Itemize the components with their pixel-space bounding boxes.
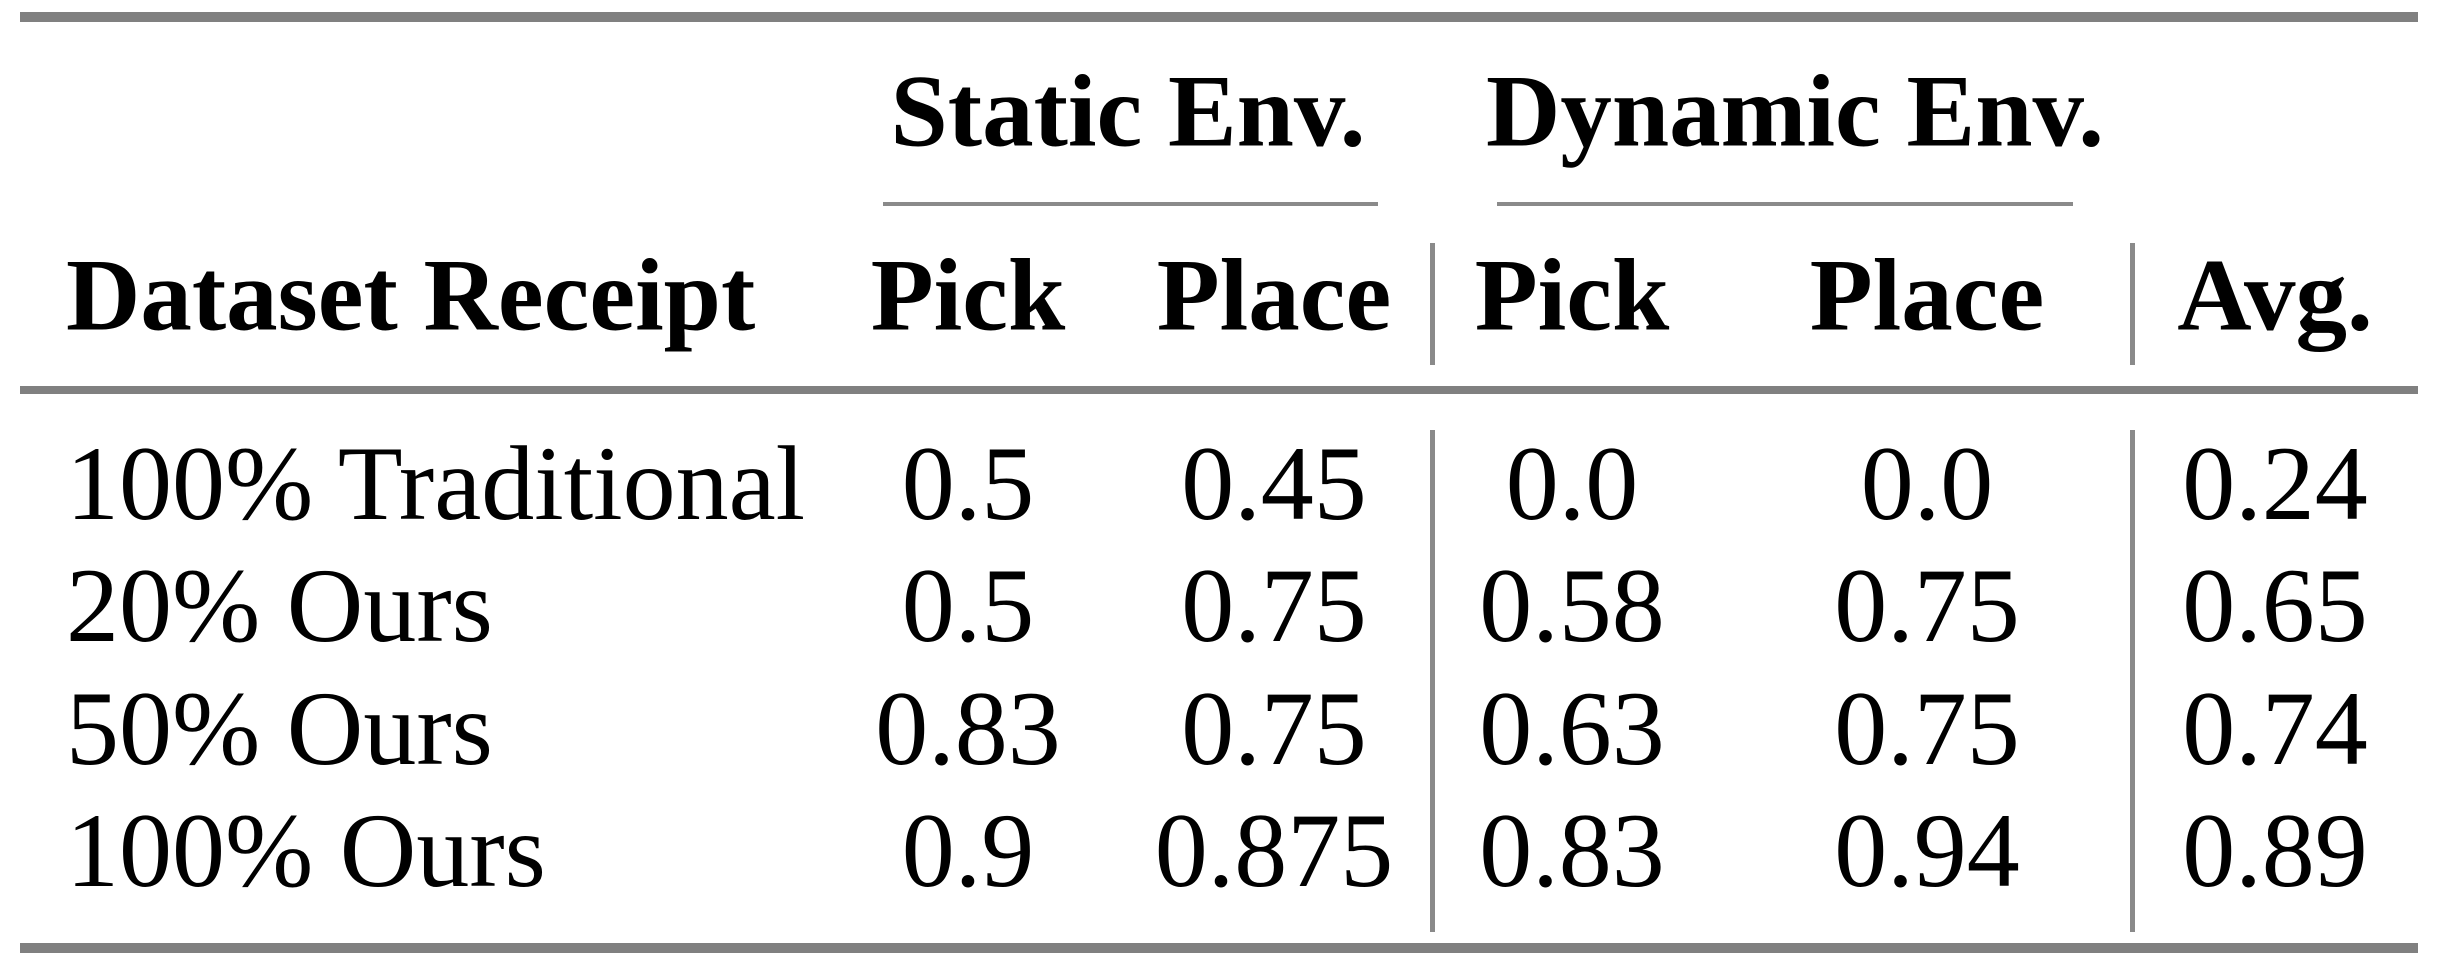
cell-value: 0.5 <box>901 547 1035 664</box>
cell-value: 0.75 <box>1834 670 2020 787</box>
col-group-dynamic-env: Dynamic Env. <box>1485 54 2105 169</box>
cell-value: 0.58 <box>1479 547 1665 664</box>
col-group-static-env: Static Env. <box>890 54 1366 169</box>
cell-value: 0.875 <box>1154 792 1394 909</box>
bottom-rule <box>20 943 2418 953</box>
col-header-dynamic-place: Place <box>1809 238 2045 353</box>
cell-value: 0.0 <box>1505 425 1639 542</box>
cell-value: 0.5 <box>901 425 1035 542</box>
cell-value: 0.63 <box>1479 670 1665 787</box>
cell-value: 0.94 <box>1834 792 2020 909</box>
cell-value: 0.75 <box>1181 670 1367 787</box>
cell-value: 0.83 <box>875 670 1061 787</box>
cell-value: 0.75 <box>1834 547 2020 664</box>
row-label: 100% Ours <box>66 792 546 909</box>
col-header-avg: Avg. <box>2177 238 2373 353</box>
top-rule <box>20 12 2418 22</box>
vline-static-dynamic-body <box>1430 430 1435 932</box>
vline-dynamic-avg-header <box>2130 243 2135 365</box>
cell-value: 0.65 <box>2182 547 2368 664</box>
static-env-cmidrule <box>883 202 1378 206</box>
row-label: 50% Ours <box>66 670 493 787</box>
col-header-static-place: Place <box>1156 238 1392 353</box>
row-label: 20% Ours <box>66 547 493 664</box>
col-header-dataset-receipt: Dataset Receipt <box>66 238 756 353</box>
col-header-static-pick: Pick <box>870 238 1066 353</box>
cell-value: 0.74 <box>2182 670 2368 787</box>
cell-value: 0.45 <box>1181 425 1367 542</box>
dynamic-env-cmidrule <box>1497 202 2073 206</box>
cell-value: 0.89 <box>2182 792 2368 909</box>
col-header-dynamic-pick: Pick <box>1474 238 1670 353</box>
vline-dynamic-avg-body <box>2130 430 2135 932</box>
cell-value: 0.75 <box>1181 547 1367 664</box>
vline-static-dynamic-header <box>1430 243 1435 365</box>
cell-value: 0.0 <box>1860 425 1994 542</box>
cell-value: 0.83 <box>1479 792 1665 909</box>
cell-value: 0.24 <box>2182 425 2368 542</box>
row-label: 100% Traditional <box>66 425 806 542</box>
mid-rule <box>20 386 2418 394</box>
cell-value: 0.9 <box>901 792 1035 909</box>
